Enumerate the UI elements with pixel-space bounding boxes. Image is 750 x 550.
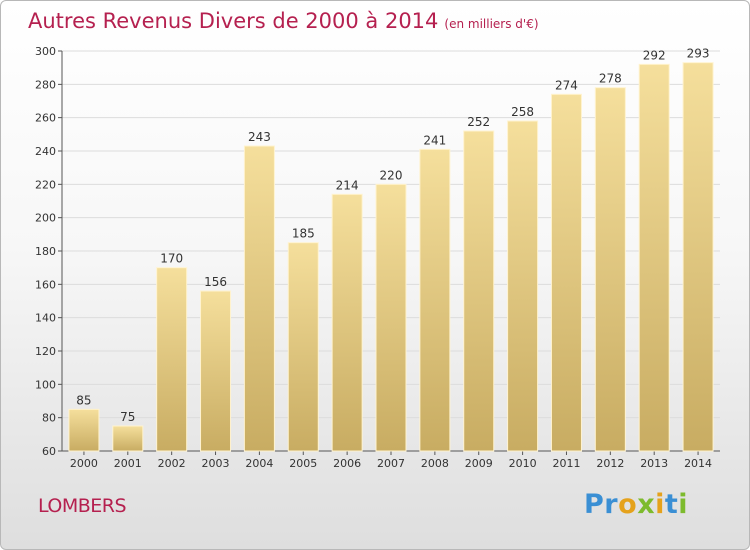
x-tick-label: 2003 [202,457,230,470]
data-label: 85 [76,393,91,407]
y-tick-label: 220 [35,178,56,191]
bar [638,63,670,452]
bar [287,242,319,452]
y-tick-label: 240 [35,145,56,158]
x-tick-label: 2013 [640,457,668,470]
data-label: 156 [204,275,227,289]
bar [419,148,451,452]
bar [550,93,582,452]
data-label: 274 [555,78,578,92]
y-tick-label: 140 [35,312,56,325]
data-label: 241 [423,133,446,147]
x-tick-label: 2000 [70,457,98,470]
data-label: 252 [467,115,490,129]
bar [682,62,714,452]
x-tick-label: 2007 [377,457,405,470]
y-tick-label: 100 [35,378,56,391]
x-tick-label: 2011 [552,457,580,470]
chart-title: Autres Revenus Divers de 2000 à 2014 (en … [28,9,539,33]
y-tick-label: 80 [42,412,56,425]
bar [68,408,100,452]
x-tick-label: 2014 [684,457,712,470]
data-label: 75 [120,410,135,424]
y-tick-label: 160 [35,278,56,291]
bar [200,290,232,452]
proxiti-logo: Proxiti [584,489,689,520]
y-tick-label: 280 [35,78,56,91]
bar [594,87,626,452]
y-tick-label: 60 [42,445,56,458]
x-tick-label: 2001 [114,457,142,470]
data-label: 293 [687,47,710,61]
bar [375,183,407,452]
x-tick-label: 2004 [245,457,273,470]
x-tick-label: 2006 [333,457,361,470]
data-label: 292 [643,48,666,62]
bar [507,120,539,452]
y-tick-label: 180 [35,245,56,258]
x-tick-label: 2005 [289,457,317,470]
data-label: 214 [336,178,359,192]
x-tick-label: 2009 [465,457,493,470]
chart-subtitle: (en milliers d'€) [444,17,539,31]
x-tick-label: 2002 [158,457,186,470]
bar [243,145,275,452]
x-tick-label: 2008 [421,457,449,470]
data-label: 258 [511,105,534,119]
y-tick-label: 260 [35,112,56,125]
data-label: 220 [380,168,403,182]
bar [112,425,144,452]
data-label: 243 [248,130,271,144]
y-tick-label: 200 [35,212,56,225]
bar [331,193,363,452]
data-label: 170 [160,252,183,266]
data-label: 278 [599,72,622,86]
y-tick-label: 120 [35,345,56,358]
bar [156,267,188,452]
x-tick-label: 2012 [596,457,624,470]
x-tick-label: 2010 [509,457,537,470]
data-label: 185 [292,227,315,241]
place-name: LOMBERS [38,495,127,517]
y-tick-label: 300 [35,45,56,58]
bar [463,130,495,452]
